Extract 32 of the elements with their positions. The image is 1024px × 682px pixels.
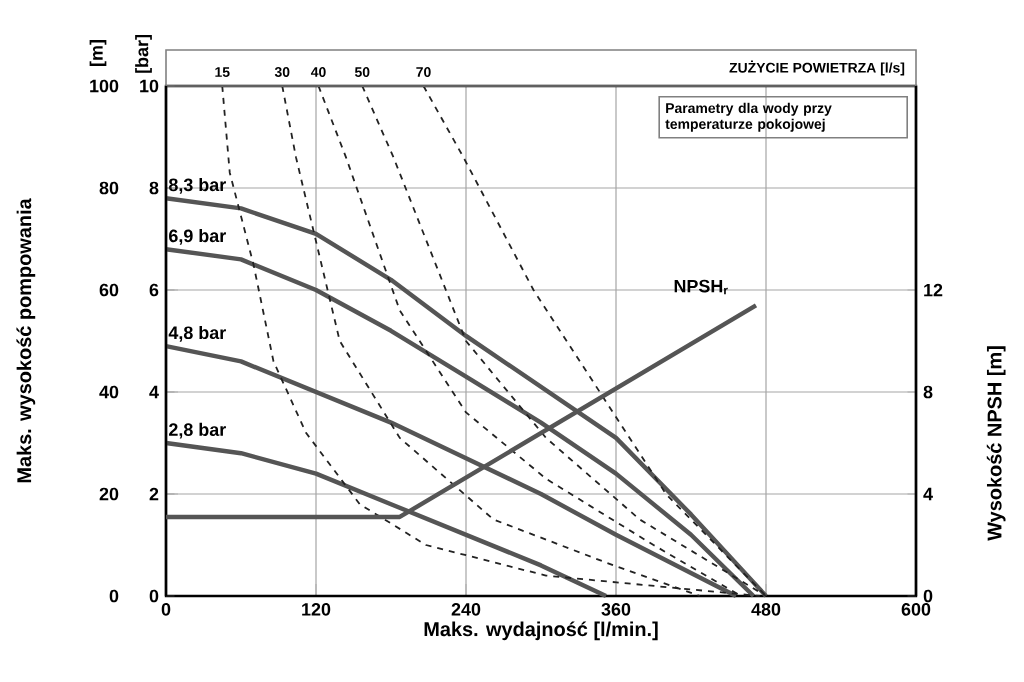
x-tick-label: 360 <box>601 603 631 616</box>
y3-tick-label: 2 <box>149 487 159 501</box>
y3-tick-label: 6 <box>149 283 159 297</box>
y2-tick-label: 0 <box>923 589 933 603</box>
series-label: 2,8 bar <box>169 422 226 439</box>
series-label: 8,3 bar <box>168 178 226 194</box>
x-tick-label: 480 <box>751 603 781 616</box>
y2-tick-label: 12 <box>924 283 943 297</box>
y2-tick-label: 8 <box>923 385 933 399</box>
y3-tick-label: 0 <box>149 589 159 603</box>
y3-tick-label: 4 <box>149 385 159 399</box>
series-label: NPSH$_{r}$ <box>674 279 728 295</box>
y3-tick-label: 10 <box>140 79 159 93</box>
y-tick-label: 20 <box>99 487 119 501</box>
x-axis-title: Maks. wydajność [l/min.] <box>424 621 658 641</box>
y-tick-label: 80 <box>99 181 119 195</box>
x-tick-label: 0 <box>161 603 171 616</box>
x-tick-label: 600 <box>901 603 931 616</box>
y2-axis-title: Wysokość NPSH [m] <box>986 346 1006 541</box>
y-tick-label: 60 <box>99 283 119 297</box>
y-tick-label: 0 <box>109 589 119 603</box>
y3-axis-title: [bar] <box>135 35 152 73</box>
y-tick-label: 100 <box>90 79 119 93</box>
text: [m] <box>89 40 107 66</box>
x-tick-label: 120 <box>302 603 331 616</box>
y3-tick-label: 8 <box>149 181 159 195</box>
x-tick-label: 240 <box>451 603 481 616</box>
series-label: 6,9 bar <box>169 229 226 245</box>
series-label: 4,8 bar <box>168 325 226 342</box>
y2-tick-label: 4 <box>923 487 933 501</box>
y-tick-label: 40 <box>99 385 119 399</box>
y-axis-title: Maks. wysokość pompowania <box>16 198 36 483</box>
